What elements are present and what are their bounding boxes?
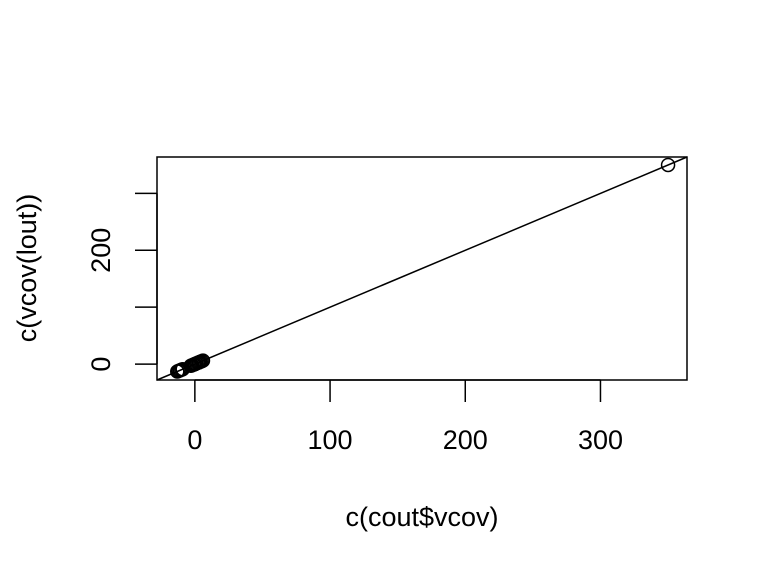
data-point — [660, 157, 676, 173]
x-axis-label: c(cout$vcov) — [345, 502, 498, 532]
data-points — [170, 157, 676, 379]
reference-line — [156, 156, 688, 381]
y-tick-label: 200 — [86, 228, 116, 273]
y-axis: 0 200 — [86, 192, 158, 372]
x-axis: 0 100 200 300 — [187, 379, 623, 455]
x-tick-label: 200 — [443, 425, 488, 455]
data-point — [191, 355, 207, 370]
y-axis-label: c(vcov(lout)) — [12, 194, 42, 343]
x-tick-label: 0 — [187, 425, 202, 455]
y-tick-label: 0 — [86, 357, 116, 372]
x-tick-label: 300 — [578, 425, 623, 455]
x-tick-label: 100 — [308, 425, 353, 455]
